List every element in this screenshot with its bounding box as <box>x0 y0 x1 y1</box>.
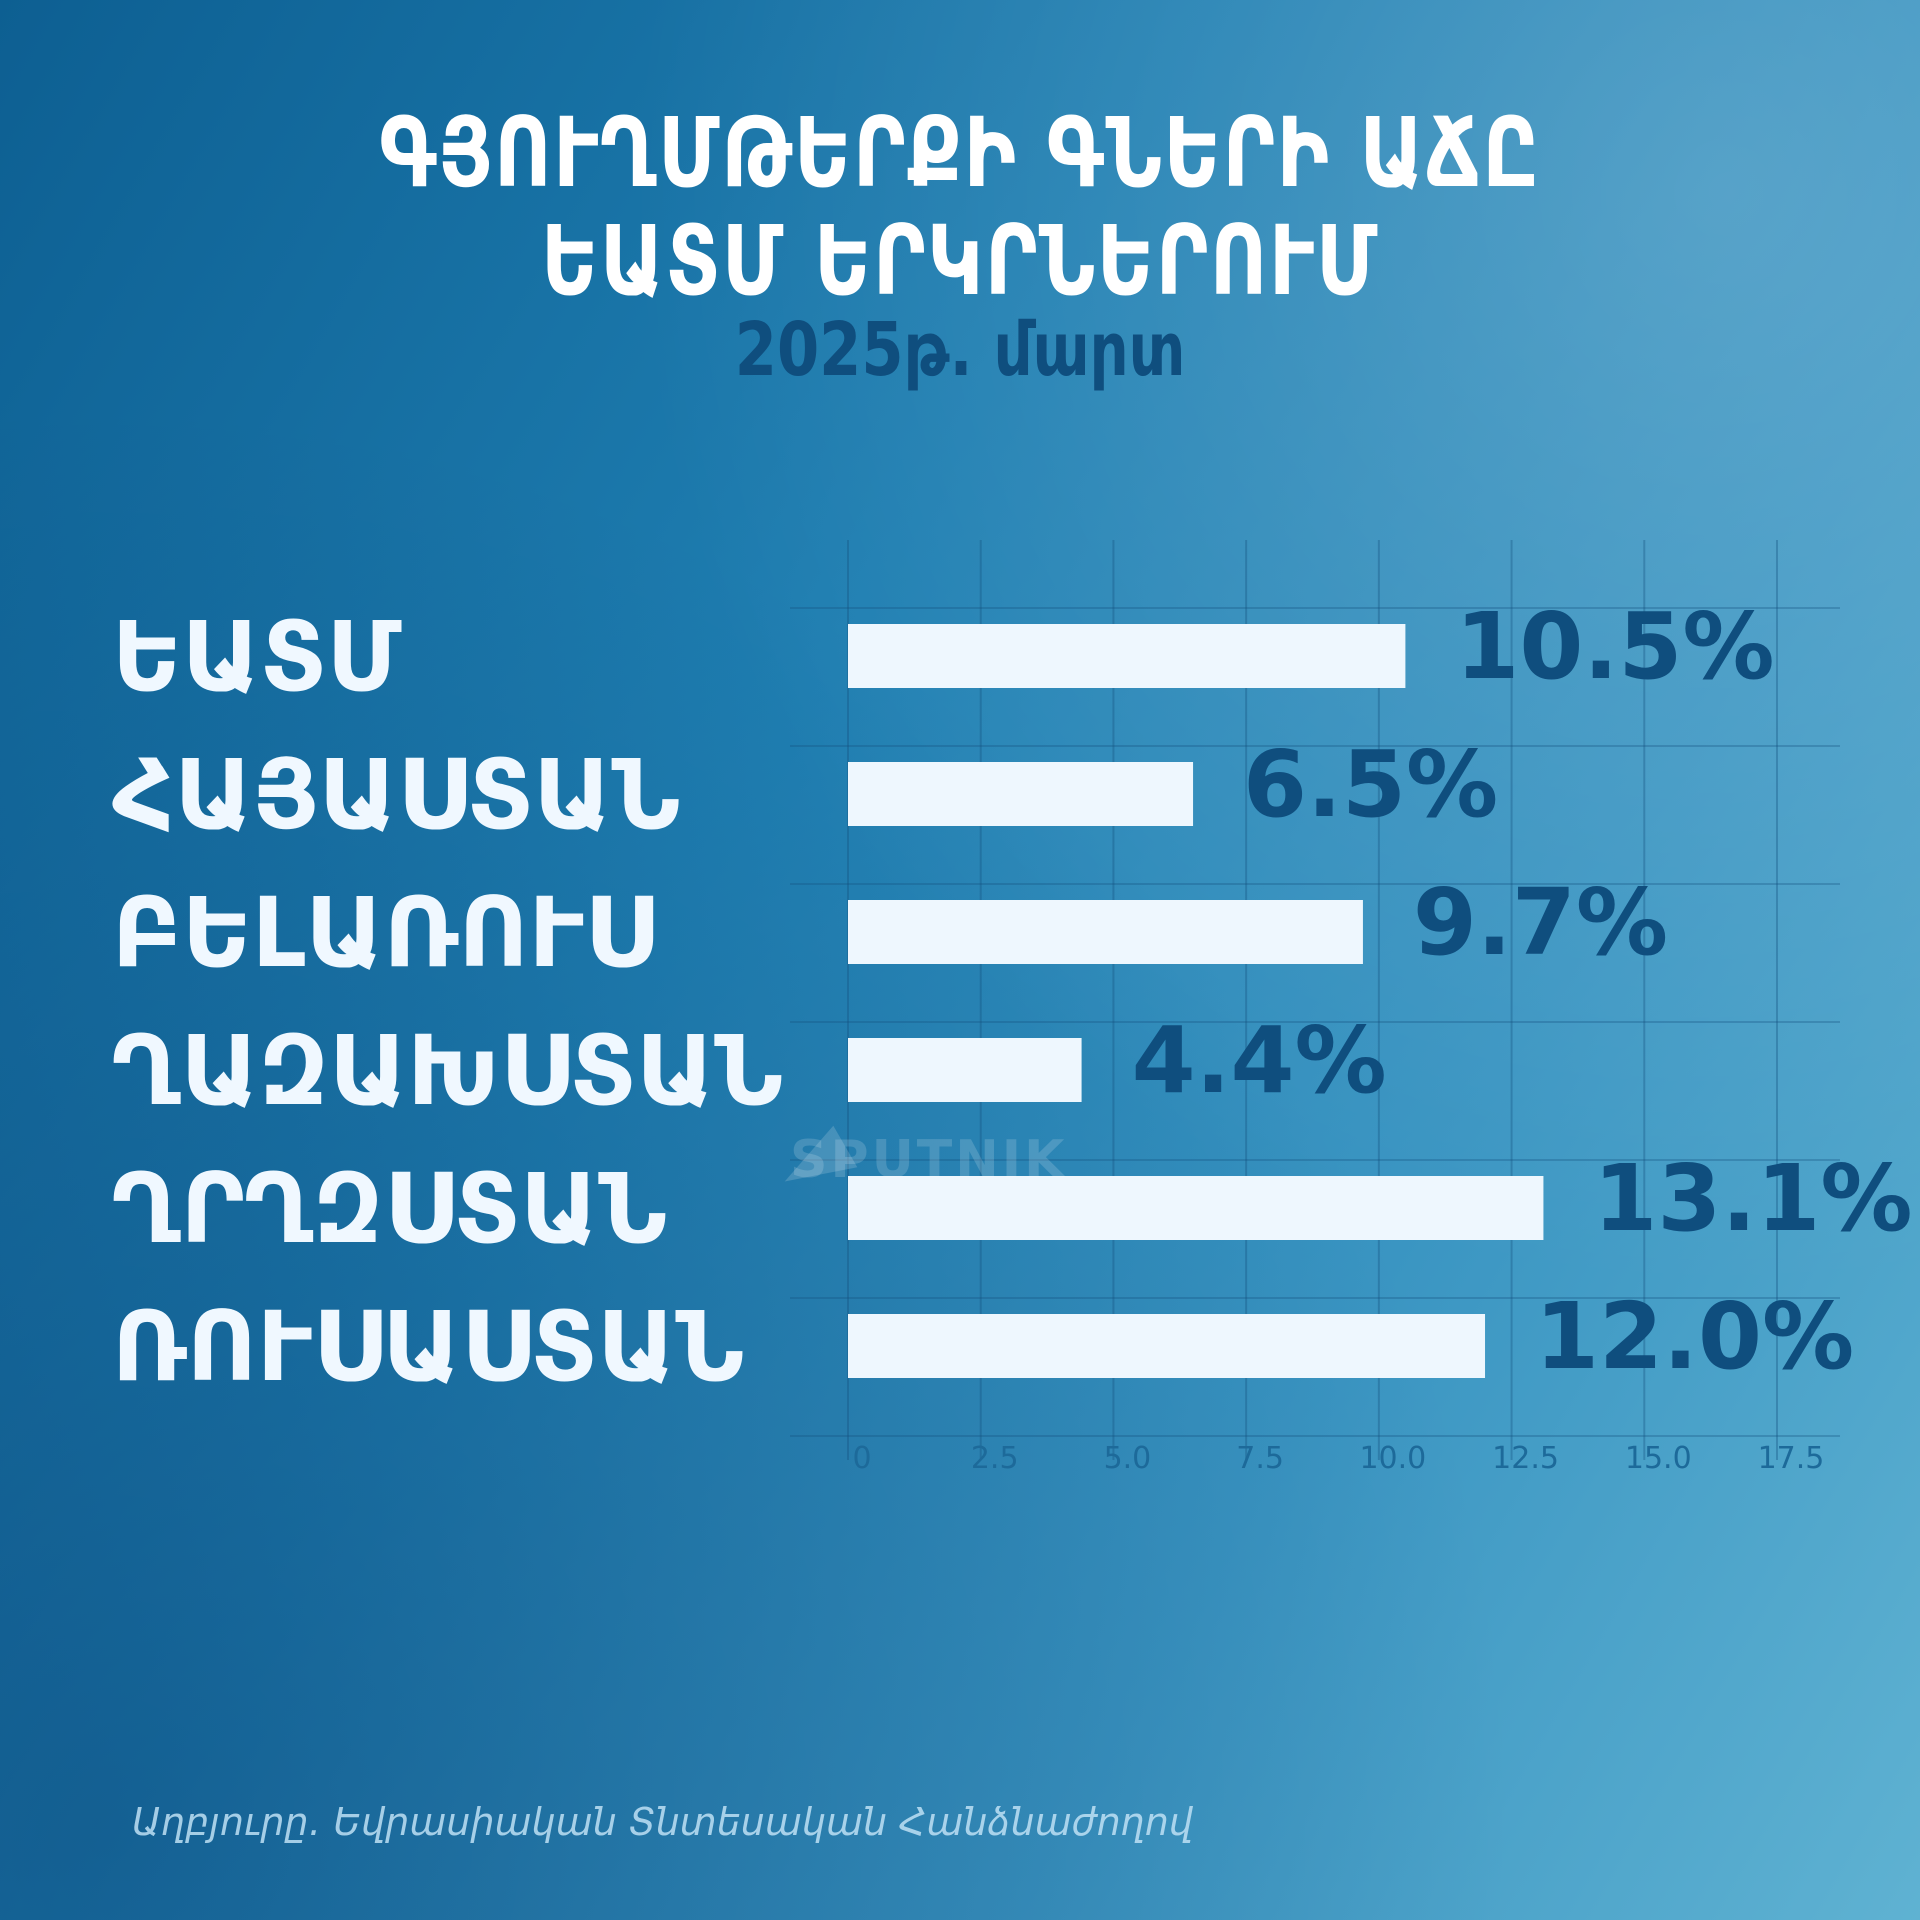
category-label: ՂՐՂԶՍՏԱՆ <box>112 1153 667 1265</box>
bar <box>848 900 1363 964</box>
bar <box>848 1176 1544 1240</box>
category-label: ԲԵԼԱՌՈՒՍ <box>112 877 654 989</box>
grid-lines <box>790 540 1840 1460</box>
value-label: 13.1% <box>1593 1145 1912 1252</box>
x-tick-label: 10.0 <box>1359 1441 1426 1476</box>
chart-title-line-2: ԵԱՏՄ ԵՐԿՐՆԵՐՈՒՄ <box>540 205 1380 317</box>
bar <box>848 762 1194 826</box>
source-note: Աղբյուրը․ Եվրասիական Տնտեսական Հանձնաժող… <box>132 1800 1193 1844</box>
value-label: 10.5% <box>1455 593 1774 700</box>
category-label: ՌՈՒՍԱՍՏԱՆ <box>112 1291 744 1403</box>
value-label: 9.7% <box>1413 869 1668 976</box>
x-tick-label: 17.5 <box>1758 1441 1825 1476</box>
x-tick-label: 7.5 <box>1236 1441 1284 1476</box>
x-tick-labels: 0 2.5 5.0 7.5 10.0 12.5 15.0 17.5 <box>852 1441 1824 1476</box>
chart-title-line-1: ԳՅՈՒՂՄԹԵՐՔԻ ԳՆԵՐԻ ԱՃԸ <box>379 97 1541 209</box>
value-labels: 10.5% 6.5% 9.7%4.4% 13.1% 12.0% <box>1132 593 1913 1390</box>
bar <box>848 624 1406 688</box>
value-label: 4.4% <box>1132 1007 1387 1114</box>
category-labels: ԵԱՏՄ ՀԱՅԱՍՏԱՆ ԲԵԼԱՌՈՒՍ ՂԱԶԱԽՍՏԱՆ ՂՐՂԶՍՏԱՆ ՌՈՒ… <box>112 601 783 1403</box>
x-tick-label: 0 <box>852 1441 871 1476</box>
value-label: 12.0% <box>1535 1283 1854 1390</box>
value-label: 6.5% <box>1243 731 1498 838</box>
bar <box>848 1038 1082 1102</box>
category-label: ՀԱՅԱՍՏԱՆ <box>112 739 680 851</box>
chart-subtitle: 2025թ. մարտ <box>734 307 1186 393</box>
category-label: ՂԱԶԱԽՍՏԱՆ <box>112 1015 783 1127</box>
x-tick-label: 2.5 <box>971 1441 1019 1476</box>
x-tick-label: 15.0 <box>1625 1441 1692 1476</box>
bar <box>848 1314 1486 1378</box>
watermark: SPUTNIK <box>790 1130 1068 1190</box>
category-label: ԵԱՏՄ <box>112 601 402 713</box>
x-tick-label: 12.5 <box>1492 1441 1559 1476</box>
x-tick-label: 5.0 <box>1104 1441 1152 1476</box>
bars <box>848 624 1544 1378</box>
